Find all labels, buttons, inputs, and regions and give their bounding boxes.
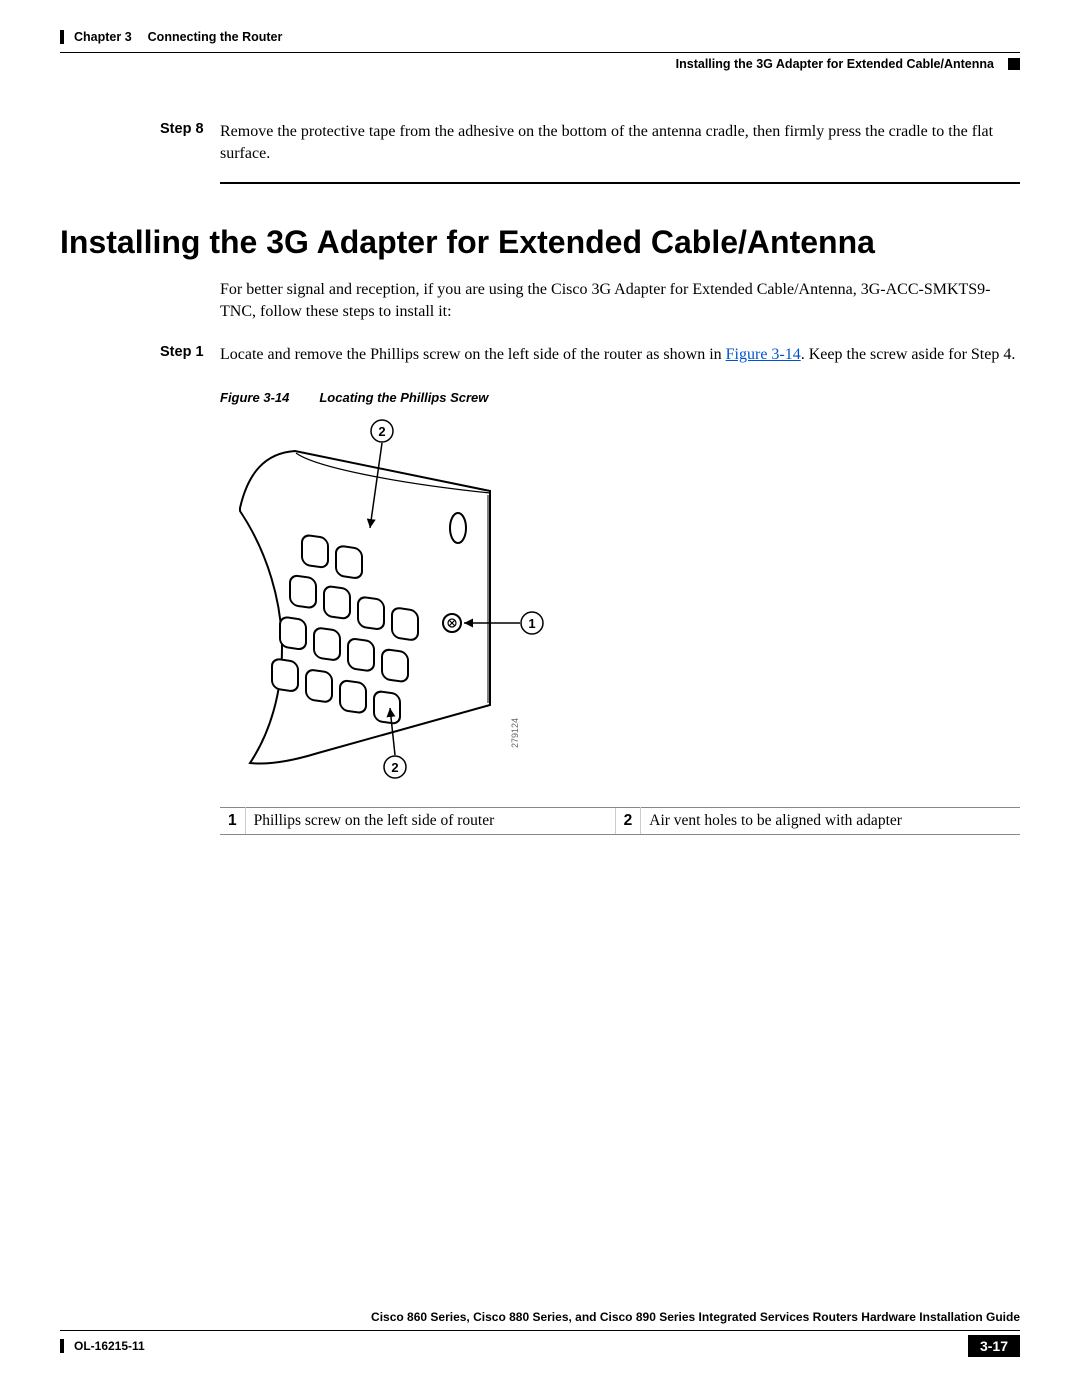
router-side-illustration: 2 1 2 279124 xyxy=(220,413,580,793)
figure-title: Locating the Phillips Screw xyxy=(319,390,488,405)
figure-diagram: 2 1 2 279124 xyxy=(220,413,580,793)
section-divider xyxy=(220,182,1020,184)
footer-guide-title: Cisco 860 Series, Cisco 880 Series, and … xyxy=(60,1310,1020,1324)
section-heading: Installing the 3G Adapter for Extended C… xyxy=(60,224,1020,261)
intro-paragraph: For better signal and reception, if you … xyxy=(220,279,1020,322)
header-marker-icon xyxy=(1008,58,1020,70)
figure-reference-link[interactable]: Figure 3-14 xyxy=(726,346,801,363)
step-1: Step 1 Locate and remove the Phillips sc… xyxy=(160,344,1020,366)
figure-image-id: 279124 xyxy=(510,718,520,748)
phillips-screw-icon xyxy=(443,614,461,632)
figure-caption: Figure 3-14 Locating the Phillips Screw xyxy=(220,390,1020,405)
callout-bottom-label: 2 xyxy=(391,760,398,775)
figure-legend-table: 1 Phillips screw on the left side of rou… xyxy=(220,807,1020,835)
doc-id-text: OL-16215-11 xyxy=(74,1339,145,1353)
step-1-text-before: Locate and remove the Phillips screw on … xyxy=(220,346,726,363)
legend-text-2: Air vent holes to be aligned with adapte… xyxy=(641,807,1020,834)
legend-num-1: 1 xyxy=(220,807,245,834)
footer-rule xyxy=(60,1330,1020,1331)
callout-top-label: 2 xyxy=(378,424,385,439)
legend-num-2: 2 xyxy=(615,807,641,834)
page-number: 3-17 xyxy=(968,1335,1020,1357)
step-8-text: Remove the protective tape from the adhe… xyxy=(220,121,1020,164)
page-footer: Cisco 860 Series, Cisco 880 Series, and … xyxy=(60,1310,1020,1357)
step-8: Step 8 Remove the protective tape from t… xyxy=(160,121,1020,164)
step-1-text: Locate and remove the Phillips screw on … xyxy=(220,344,1015,366)
page-header: Chapter 3 Connecting the Router xyxy=(60,30,1020,44)
legend-text-1: Phillips screw on the left side of route… xyxy=(245,807,615,834)
header-sub-row: Installing the 3G Adapter for Extended C… xyxy=(60,52,1020,71)
callout-right-label: 1 xyxy=(528,616,535,631)
footer-bar-icon xyxy=(60,1339,64,1353)
figure-number: Figure 3-14 xyxy=(220,390,289,405)
section-subtitle: Installing the 3G Adapter for Extended C… xyxy=(676,57,994,71)
table-row: 1 Phillips screw on the left side of rou… xyxy=(220,807,1020,834)
oval-hole-icon xyxy=(450,513,466,543)
chapter-title: Connecting the Router xyxy=(148,30,283,44)
footer-doc-id: OL-16215-11 xyxy=(60,1339,145,1353)
step-8-label: Step 8 xyxy=(160,121,220,164)
step-1-text-after: . Keep the screw aside for Step 4. xyxy=(801,346,1016,363)
step-1-label: Step 1 xyxy=(160,344,220,366)
chapter-label: Chapter 3 xyxy=(74,30,132,44)
header-bar-icon xyxy=(60,30,64,44)
